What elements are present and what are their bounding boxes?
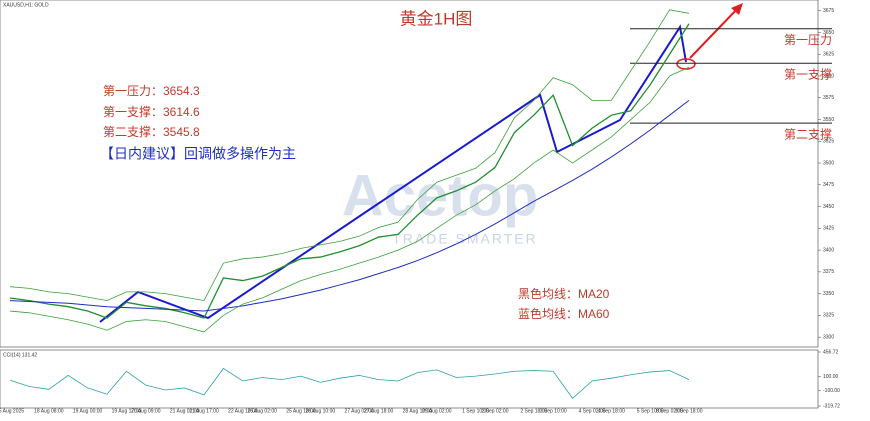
x-tick-label: 18 Aug 08:00 [34,408,64,414]
annotation: 【日内建议】回调做多操作为主 [100,146,296,162]
y-tick-label: -100.00 [823,388,840,394]
y-tick-label: -319.72 [823,403,840,409]
annotation: 第二支撑：3545.8 [103,124,200,139]
level-label: 第一支撑 [784,66,832,81]
main-frame [0,0,819,348]
x-tick-label: 1 Sep 10:00 [462,408,489,414]
x-tick-label: 5 Sep 10:00 [637,408,664,414]
annotation: 黑色均线：MA20 [518,287,610,301]
y-tick-label: 3325 [823,313,834,319]
series-line [9,66,690,333]
x-tick-label: 25 Aug 18:00 [286,408,316,414]
y-tick-label: 456.72 [823,349,839,355]
y-tick-label: 3650 [823,30,834,36]
x-tick-label: 19 Aug 00:00 [73,408,103,414]
y-tick-label: 3425 [823,226,834,232]
level-label: 第二支撑 [784,126,832,141]
x-tick-label: 27 Aug 18:00 [364,408,394,414]
trend-lines [99,24,687,323]
y-tick-label: 3550 [823,117,834,123]
x-tick-label: 29 Aug 02:00 [422,408,452,414]
cci-frame [0,349,819,409]
watermark: Acetop [342,163,539,228]
x-tick-label: 15 Aug 2025 [0,408,24,414]
arrow-head [731,3,743,15]
y-tick-label: 3375 [823,269,834,275]
y-tick-label: 3300 [823,334,834,340]
y-tick-label: 3525 [823,139,834,145]
arrow [689,5,741,59]
x-tick-label: 27 Aug 02:00 [344,408,374,414]
x-tick-label: 8 Sep 18:00 [676,408,703,414]
y-tick-label: 3400 [823,247,834,253]
series-line [9,99,690,312]
x-tick-label: 2 Sep 02:00 [482,408,509,414]
annotation: 蓝色均线：MA60 [518,307,610,321]
cci-title: CCI(14) 131.42 [3,352,37,358]
annotation: 第一压力：3654.3 [103,84,200,98]
x-tick-label: 3 Sep 10:00 [540,408,567,414]
x-tick-label: 22 Aug 10:00 [228,408,258,414]
y-tick-label: 3450 [823,204,834,210]
x-tick-label: 2 Sep 18:00 [520,408,547,414]
x-tick-label: 26 Aug 10:00 [306,408,336,414]
series-line [9,9,690,302]
x-tick-label: 21 Aug 01:00 [170,408,200,414]
x-tick-label: 28 Aug 10:00 [403,408,433,414]
y-tick-label: 3350 [823,291,834,297]
y-tick-label: 100.00 [823,374,839,380]
x-tick-label: 4 Sep 02:00 [579,408,606,414]
x-tick-label: 25 Aug 02:00 [247,408,277,414]
x-tick-label: 21 Aug 17:00 [189,408,219,414]
x-tick-label: 4 Sep 18:00 [598,408,625,414]
symbol: XAUUSD,H1: GOLD [3,2,49,8]
watermark-sub: TRADE SMARTER [392,231,538,247]
y-tick-label: 3575 [823,95,834,101]
annotation: 第一支撑：3614.6 [103,104,200,119]
series-line [9,367,690,399]
x-tick-label: 19 Aug 17:00 [112,408,142,414]
x-tick-label: 20 Aug 09:00 [131,408,161,414]
series-line [9,23,690,319]
y-tick-label: 3500 [823,160,834,166]
level-label: 第一压力 [784,33,832,47]
y-tick-label: 3475 [823,182,834,188]
y-tick-label: 3600 [823,73,834,79]
chart-title: 黄金1H图 [400,9,473,28]
x-tick-label: 8 Sep 02:00 [656,408,683,414]
y-tick-label: 3625 [823,52,834,58]
y-tick-label: 3675 [823,8,834,14]
